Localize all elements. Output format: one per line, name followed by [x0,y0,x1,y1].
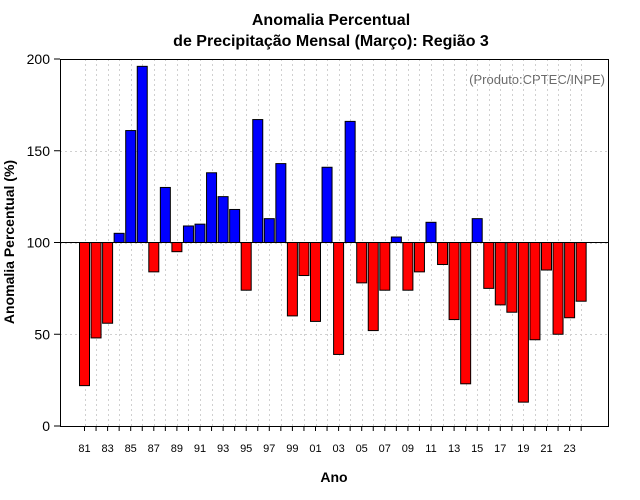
bar-2009 [402,242,414,291]
bar-1985 [125,130,137,243]
x-axis-label: Ano [320,469,347,485]
bar-2019 [517,242,529,403]
x-tick-label: 83 [101,443,113,455]
x-tick-label: 81 [78,443,90,455]
bar-1993 [217,196,229,244]
bar-1987 [148,242,160,273]
source-annotation: (Produto:CPTEC/INPE) [469,72,605,87]
bar-2000 [298,242,310,277]
bar-2016 [483,242,495,289]
bar-1998 [275,163,287,244]
x-tick-label: 01 [309,443,321,455]
x-tick-label: 23 [563,443,575,455]
x-tick-label: 17 [494,443,506,455]
y-tick-label: 150 [27,143,51,159]
y-tick-label: 200 [27,51,51,67]
x-tick-label: 89 [171,443,183,455]
x-tick-label: 07 [379,443,391,455]
bar-1994 [229,208,241,243]
bar-2013 [448,242,460,321]
x-tick-label: 85 [125,443,137,455]
bar-2006 [367,242,379,332]
bar-1988 [159,186,171,243]
bar-2021 [541,242,552,271]
x-tick-label: 97 [263,443,275,455]
bar-2010 [413,242,425,273]
bar-2017 [494,242,506,306]
y-tick-label: 0 [42,418,50,434]
y-tick-label: 100 [27,235,51,251]
bar-1995 [240,242,252,291]
bar-2012 [437,242,449,266]
x-tick-label: 11 [425,443,436,455]
x-tick-label: 05 [356,443,368,455]
y-axis-label: Anomalia Percentual (%) [1,160,17,324]
bar-1989 [171,242,183,253]
bars [79,65,587,403]
bar-2008 [390,236,402,243]
bar-2007 [379,242,391,291]
bar-2011 [425,221,437,243]
bar-1999 [286,242,298,317]
y-tick-label: 50 [34,326,50,342]
bar-2002 [321,166,333,243]
x-tick-label: 95 [240,443,252,455]
bar-2020 [529,242,541,341]
x-tick-label: 87 [148,443,160,455]
chart-title-line2: de Precipitação Mensal (Março): Região 3 [173,33,489,50]
x-tick-label: 99 [286,443,298,455]
bar-1996 [252,119,264,243]
bar-1992 [206,172,218,244]
bar-2005 [356,242,368,284]
x-tick-label: 03 [332,443,344,455]
x-tick-label: 13 [448,443,460,455]
bar-2014 [460,242,472,385]
x-tick-label: 21 [540,443,552,455]
bar-2018 [506,242,518,313]
bar-1981 [79,242,90,387]
bar-1990 [182,225,194,243]
bar-1983 [102,242,114,324]
axes: 0 50 100 150 200 81 83 85 87 89 91 93 95 97 99 01 03 05 07… [27,51,609,455]
bar-1986 [136,65,148,243]
plot-frame [60,59,609,427]
bar-1997 [263,218,275,243]
bar-2015 [471,218,483,243]
bar-2003 [333,242,345,355]
x-tick-label: 93 [217,443,229,455]
bar-2024 [575,242,587,302]
bar-2023 [564,242,576,319]
bar-1984 [113,232,125,244]
bar-1982 [90,242,102,339]
x-tick-label: 19 [517,443,529,455]
bar-2004 [344,120,356,243]
x-tick-label: 09 [402,443,414,455]
chart-title-line1: Anomalia Percentual [252,12,410,29]
bar-2001 [310,242,321,322]
x-tick-label: 91 [194,443,206,455]
x-tick-label: 15 [471,443,483,455]
bar-1991 [194,223,206,243]
bar-2022 [552,242,564,335]
